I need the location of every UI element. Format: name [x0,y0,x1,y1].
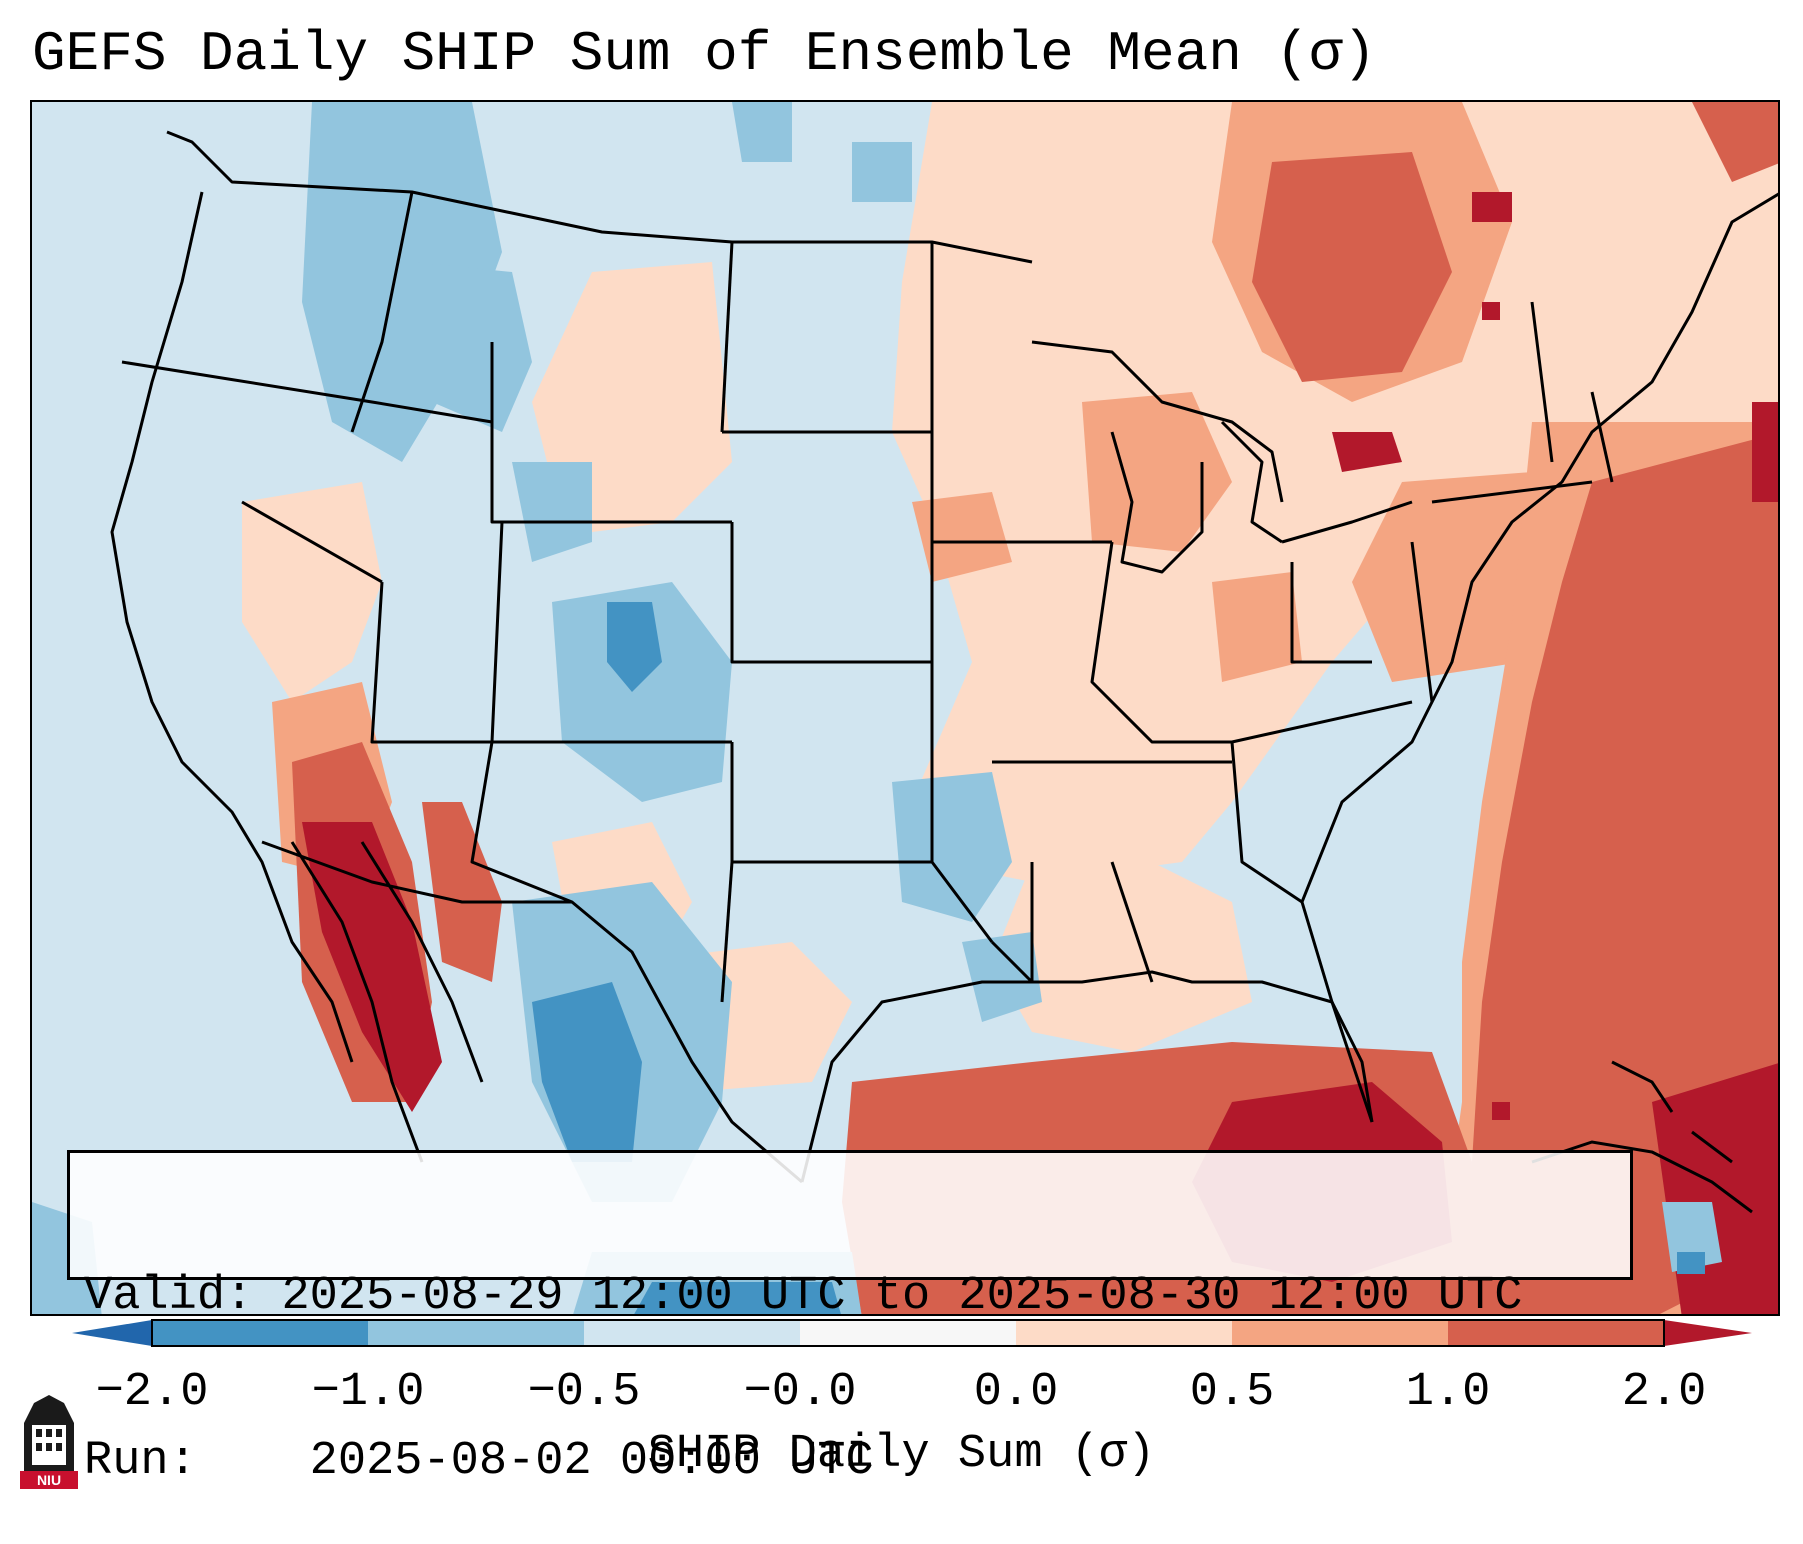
colorbar-segment [1016,1320,1232,1346]
coastline-and-borders [110,130,1778,1184]
colorbar-segment [1448,1320,1664,1346]
colorbar-label: SHIP Daily Sum (σ) [647,1428,1156,1481]
colorbar-tick-label: 0.0 [973,1366,1059,1419]
colorbar [72,1319,1752,1347]
colorbar-segment [368,1320,584,1346]
chart-title: GEFS Daily SHIP Sum of Ensemble Mean (σ) [32,22,1377,86]
colorbar-segment [584,1320,800,1346]
colorbar-tick-label: −2.0 [95,1366,209,1419]
anomaly-map [32,102,1778,1314]
colorbar-segment [1232,1320,1448,1346]
valid-value: 2025-08-29 12:00 UTC to 2025-08-30 12:00… [281,1270,1523,1323]
run-row: Run: 2025-08-02 00:00 UTC [84,1434,1616,1489]
colorbar-segment [152,1320,368,1346]
colorbar-extend-low [72,1320,152,1346]
map-panel [30,100,1780,1316]
colorbar-tick-label: 1.0 [1405,1366,1491,1419]
colorbar-extend-high [1664,1320,1752,1346]
colorbar-segment [800,1320,1016,1346]
anomaly-medium-blue-regions [532,602,1705,1314]
anomaly-light-blue-regions [32,102,1722,1314]
colorbar-tick-label: −0.0 [743,1366,857,1419]
valid-label: Valid: [84,1270,254,1323]
run-value: 2025-08-02 00:00 UTC [309,1435,874,1488]
niu-logo-icon: NIU [20,1395,78,1489]
valid-row: Valid: 2025-08-29 12:00 UTC to 2025-08-3… [84,1269,1616,1324]
logo-text: NIU [37,1472,61,1488]
colorbar-tick-label: −1.0 [311,1366,425,1419]
colorbar-tick-label: −0.5 [527,1366,641,1419]
caribbean-islands [1531,1060,1753,1214]
run-label: Run: [84,1435,197,1488]
colorbar-tick-label: 0.5 [1189,1366,1275,1419]
colorbar-tick-label: 2.0 [1621,1366,1707,1419]
validity-info-box: Valid: 2025-08-29 12:00 UTC to 2025-08-3… [67,1150,1633,1488]
